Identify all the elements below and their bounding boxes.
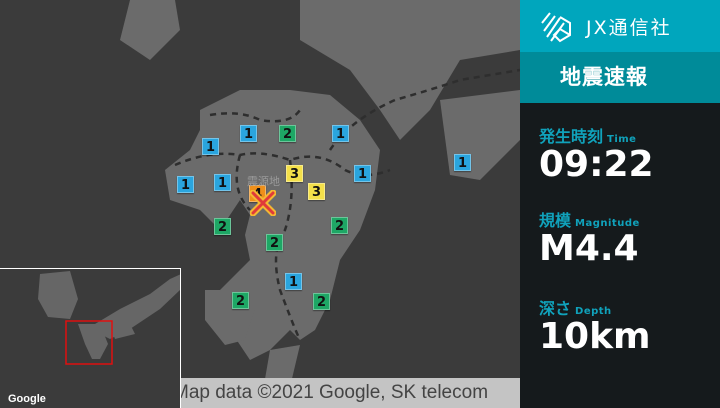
time-value: 09:22 xyxy=(539,144,654,185)
inset-land xyxy=(38,271,180,365)
map[interactable]: 1 1 2 1 1 1 3 3 1 1 4 2 2 2 1 2 2 震源地 Go… xyxy=(0,0,520,408)
intensity-marker[interactable]: 1 xyxy=(202,138,219,155)
map-land xyxy=(120,0,520,408)
brand-name: JX通信社 xyxy=(586,16,672,39)
overview-inset-map[interactable]: Google xyxy=(0,268,181,408)
intensity-marker[interactable]: 3 xyxy=(308,183,325,200)
depth-value: 10km xyxy=(539,316,651,357)
epicenter-x-icon xyxy=(250,190,276,216)
magnitude-value: M4.4 xyxy=(539,228,639,269)
intensity-marker[interactable]: 2 xyxy=(331,217,348,234)
intensity-marker[interactable]: 1 xyxy=(454,154,471,171)
magnitude-label: 規模 xyxy=(539,211,572,230)
magnitude-label-en: Magnitude xyxy=(575,218,640,229)
intensity-marker[interactable]: 1 xyxy=(354,165,371,182)
depth-section: 深さ Depth 10km xyxy=(520,295,720,357)
depth-label-en: Depth xyxy=(575,306,612,317)
intensity-marker[interactable]: 2 xyxy=(232,292,249,309)
inset-focus-rect xyxy=(65,320,113,365)
intensity-marker[interactable]: 2 xyxy=(279,125,296,142)
intensity-marker[interactable]: 1 xyxy=(177,176,194,193)
brand-header: JX通信社 xyxy=(520,0,720,52)
jx-logo-icon xyxy=(541,12,571,43)
time-section: 発生時刻 Time 09:22 xyxy=(520,123,720,185)
time-label-en: Time xyxy=(607,134,637,145)
intensity-marker[interactable]: 1 xyxy=(332,125,349,142)
magnitude-section: 規模 Magnitude M4.4 xyxy=(520,207,720,269)
intensity-marker[interactable]: 1 xyxy=(214,174,231,191)
intensity-marker[interactable]: 3 xyxy=(286,165,303,182)
intensity-marker[interactable]: 1 xyxy=(285,273,302,290)
intensity-marker[interactable]: 1 xyxy=(240,125,257,142)
intensity-marker[interactable]: 2 xyxy=(313,293,330,310)
intensity-marker[interactable]: 2 xyxy=(214,218,231,235)
epicenter-label: 震源地 xyxy=(247,175,280,188)
depth-label: 深さ xyxy=(539,299,572,318)
info-panel: JX通信社 地震速報 発生時刻 Time 09:22 規模 Magnitude M4… xyxy=(520,0,720,408)
intensity-marker[interactable]: 2 xyxy=(266,234,283,251)
time-label: 発生時刻 xyxy=(539,127,604,146)
google-logo: Google xyxy=(8,393,46,405)
map-attribution: Map data ©2021 Google, SK telecom xyxy=(181,378,520,408)
panel-title: 地震速報 xyxy=(520,52,720,103)
